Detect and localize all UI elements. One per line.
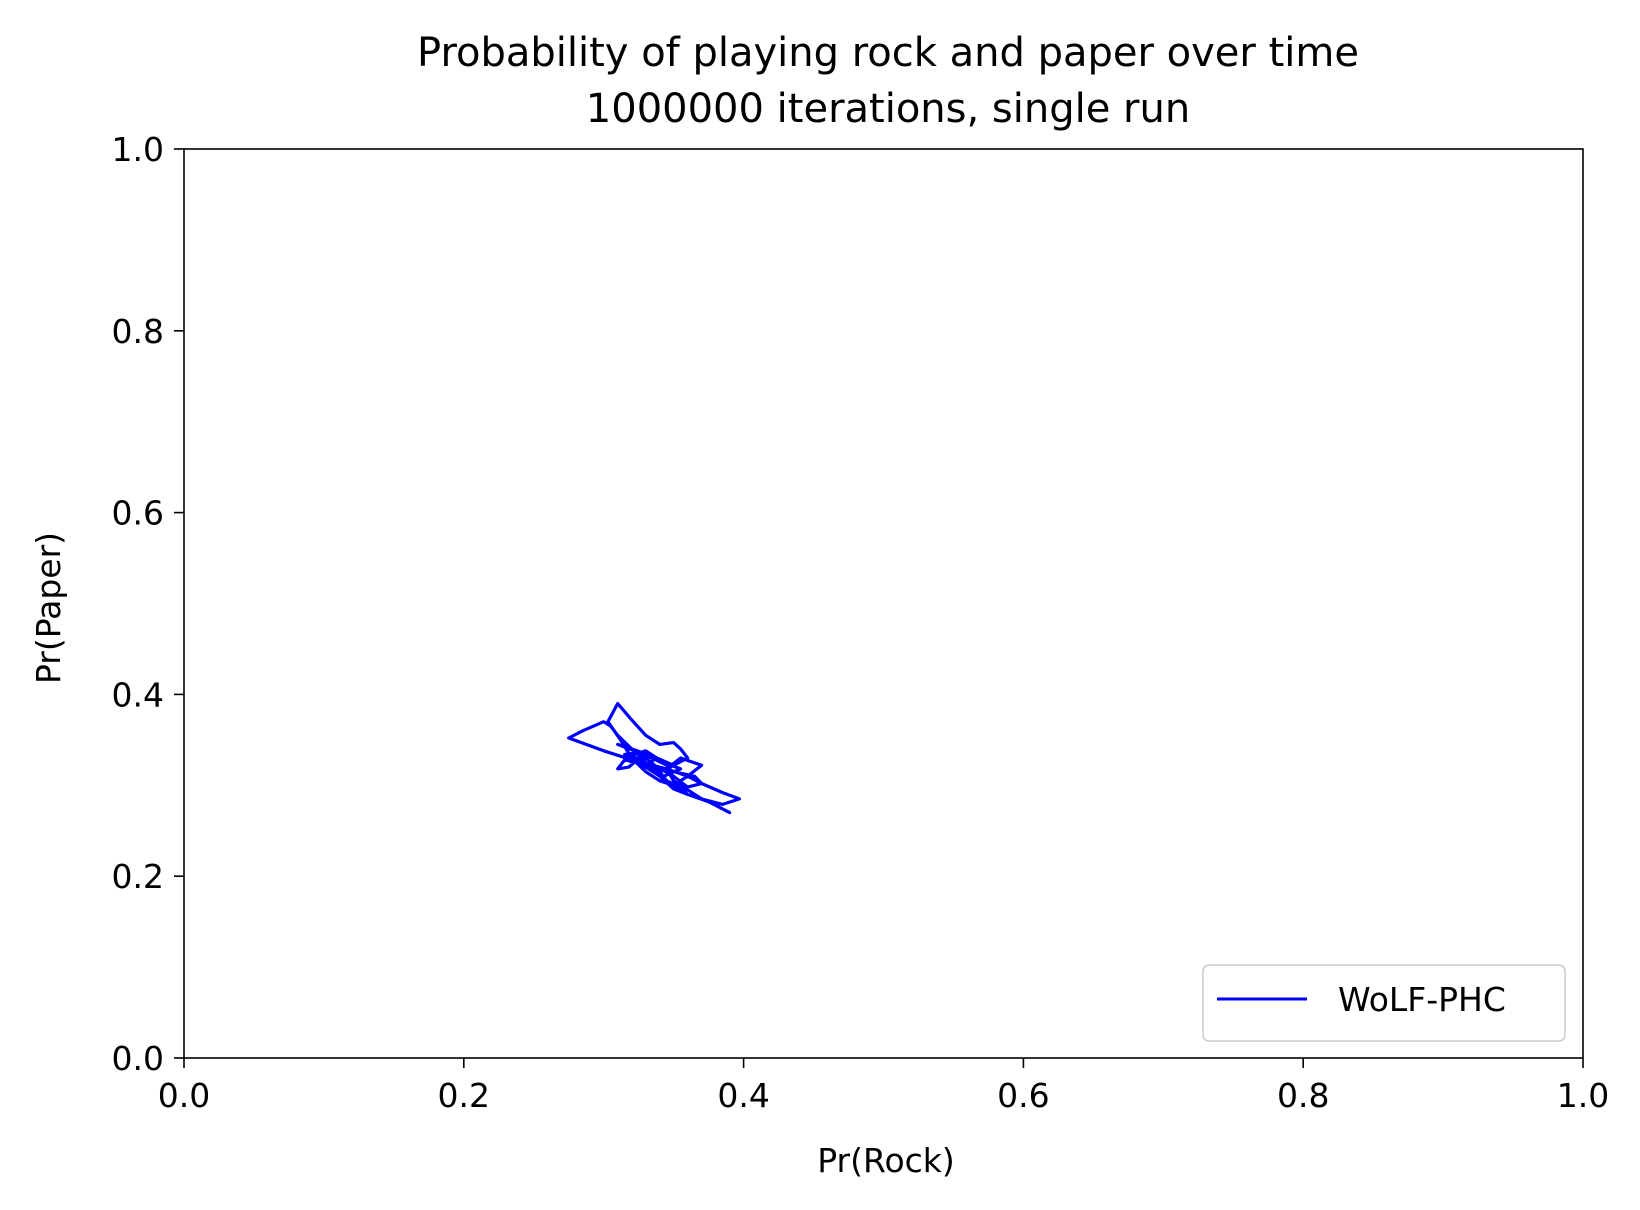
axes-frame [183,148,1584,1059]
y-tick-label: 0.2 [112,857,164,896]
y-tick-label: 0.4 [112,675,164,714]
legend-box [1202,964,1566,1042]
y-tick-label: 0.6 [112,494,164,533]
series-line-wolf-phc [567,701,742,815]
y-axis-ticks: 0.0 0.2 0.4 0.6 0.8 1.0 [112,130,184,1078]
legend-label-wolf-phc: WoLF-PHC [1338,980,1506,1019]
y-tick-label: 0.8 [112,312,164,351]
x-tick-label: 0.0 [158,1076,210,1115]
y-tick-label: 1.0 [112,130,164,169]
chart-title: Probability of playing rock and paper ov… [417,30,1359,76]
x-axis-label: Pr(Rock) [817,1141,955,1180]
x-tick-label: 0.2 [438,1076,490,1115]
x-tick-label: 0.8 [1277,1076,1329,1115]
data-layer [567,701,742,815]
plot-area: 0.0 0.2 0.4 0.6 0.8 1.0 0.0 0.2 0.4 0.6 0.8 1.0 [112,130,1610,1115]
y-tick-label: 0.0 [112,1039,164,1078]
x-tick-label: 0.6 [997,1076,1049,1115]
y-axis-label: Pr(Paper) [29,532,68,684]
x-tick-label: 1.0 [1557,1076,1609,1115]
legend: WoLF-PHC [1202,964,1566,1042]
x-tick-label: 0.4 [717,1076,769,1115]
x-axis-ticks: 0.0 0.2 0.4 0.6 0.8 1.0 [158,1058,1609,1115]
chart-subtitle: 1000000 iterations, single run [586,86,1190,132]
